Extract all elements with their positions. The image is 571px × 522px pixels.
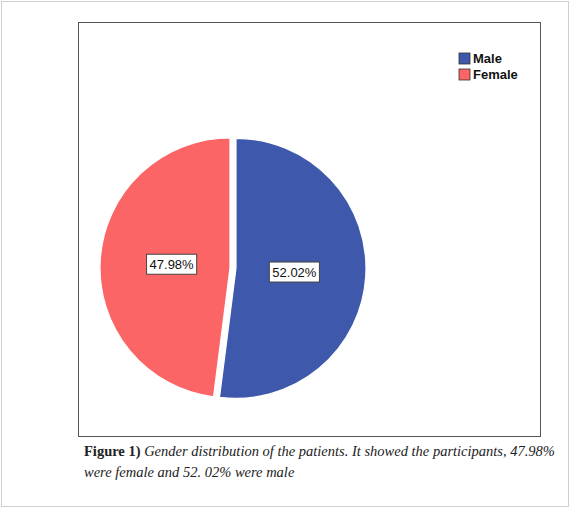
caption: Figure 1) Gender distribution of the pat… — [84, 441, 562, 483]
pie-slice — [220, 138, 366, 398]
pie-slice — [100, 138, 230, 397]
legend-label: Male — [473, 51, 502, 66]
data-label: 52.02% — [272, 265, 317, 280]
data-label: 47.98% — [150, 257, 195, 272]
data-label-group: 47.98% — [147, 254, 197, 274]
chart-frame — [79, 23, 541, 437]
data-label-box — [147, 254, 197, 274]
data-label-box — [269, 262, 319, 282]
legend: MaleFemale — [459, 51, 518, 82]
slices — [100, 138, 366, 398]
legend-label: Female — [473, 67, 518, 82]
caption-text: Gender distribution of the patients. It … — [84, 443, 555, 480]
legend-swatch — [459, 53, 470, 64]
legend-swatch — [459, 69, 470, 80]
caption-label: Figure 1) — [84, 443, 141, 459]
data-label-group: 52.02% — [269, 262, 319, 282]
outer-frame — [2, 2, 569, 507]
figure: 52.02% 47.98% MaleFemale Figure 1) Gender … — [0, 0, 571, 522]
